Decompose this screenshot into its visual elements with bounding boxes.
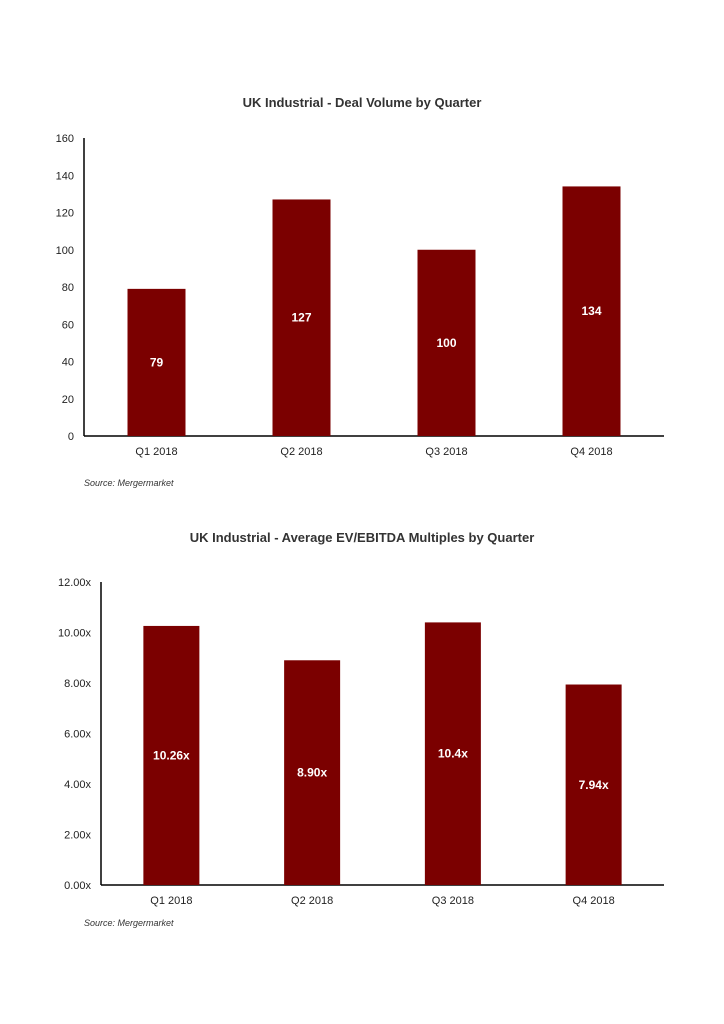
y-tick-label: 100 [56, 245, 74, 257]
y-tick-label: 140 [56, 170, 74, 182]
bar-data-label: 7.94x [579, 778, 609, 792]
x-tick-label: Q4 2018 [570, 446, 612, 458]
ev-ebitda-chart: 0.00x 2.00x 4.00x 6.00x 8.00x 10.00x 12.00x 10.… [0, 520, 724, 940]
y-tick-label: 8.00x [64, 678, 91, 690]
bar-q2-2018 [272, 199, 331, 436]
bar-data-label: 100 [436, 336, 456, 350]
bar-q4-2018 [565, 684, 622, 885]
ev-ebitda-source: Source: Mergermarket [84, 918, 174, 928]
bar-q1-2018 [143, 625, 200, 885]
deal-volume-plot: 0 20 40 60 80 100 120 140 160 79 Q1 2018 127 Q2 2018… [56, 133, 664, 458]
bar-data-label: 10.26x [153, 748, 190, 762]
bar-q2-2018 [284, 660, 341, 885]
deal-volume-chart: 0 20 40 60 80 100 120 140 160 79 Q1 2018 127 Q2 2018… [0, 0, 724, 500]
y-tick-label: 10.00x [58, 628, 92, 640]
deal-volume-title: UK Industrial - Deal Volume by Quarter [242, 95, 482, 110]
y-tick-label: 6.00x [64, 729, 91, 741]
x-tick-label: Q2 2018 [280, 446, 322, 458]
bar-data-label: 79 [150, 355, 164, 369]
y-tick-label: 20 [62, 394, 74, 406]
y-tick-label: 0.00x [64, 880, 91, 892]
y-tick-label: 40 [62, 357, 74, 369]
ev-ebitda-title: UK Industrial - Average EV/EBITDA Multip… [189, 530, 535, 545]
bar-q3-2018 [417, 249, 476, 436]
y-tick-label: 80 [62, 282, 74, 294]
bar-data-label: 134 [581, 304, 601, 318]
bar-data-label: 10.4x [438, 747, 468, 761]
bar-q3-2018 [424, 622, 481, 885]
y-tick-label: 120 [56, 208, 74, 220]
x-tick-label: Q1 2018 [150, 895, 192, 907]
bar-q1-2018 [127, 288, 186, 436]
y-tick-label: 0 [68, 431, 74, 443]
x-tick-label: Q3 2018 [425, 446, 467, 458]
x-tick-label: Q2 2018 [291, 895, 333, 907]
deal-volume-source: Source: Mergermarket [84, 478, 174, 488]
y-tick-label: 60 [62, 319, 74, 331]
bar-data-label: 8.90x [297, 766, 327, 780]
x-tick-label: Q1 2018 [135, 446, 177, 458]
ev-ebitda-plot: 0.00x 2.00x 4.00x 6.00x 8.00x 10.00x 12.00x 10.… [58, 577, 664, 907]
y-tick-label: 4.00x [64, 779, 91, 791]
x-tick-label: Q4 2018 [573, 895, 615, 907]
bar-q4-2018 [562, 186, 621, 436]
bar-data-label: 127 [291, 311, 311, 325]
x-tick-label: Q3 2018 [432, 895, 474, 907]
y-tick-label: 12.00x [58, 577, 92, 589]
y-tick-label: 160 [56, 133, 74, 145]
y-tick-label: 2.00x [64, 830, 91, 842]
